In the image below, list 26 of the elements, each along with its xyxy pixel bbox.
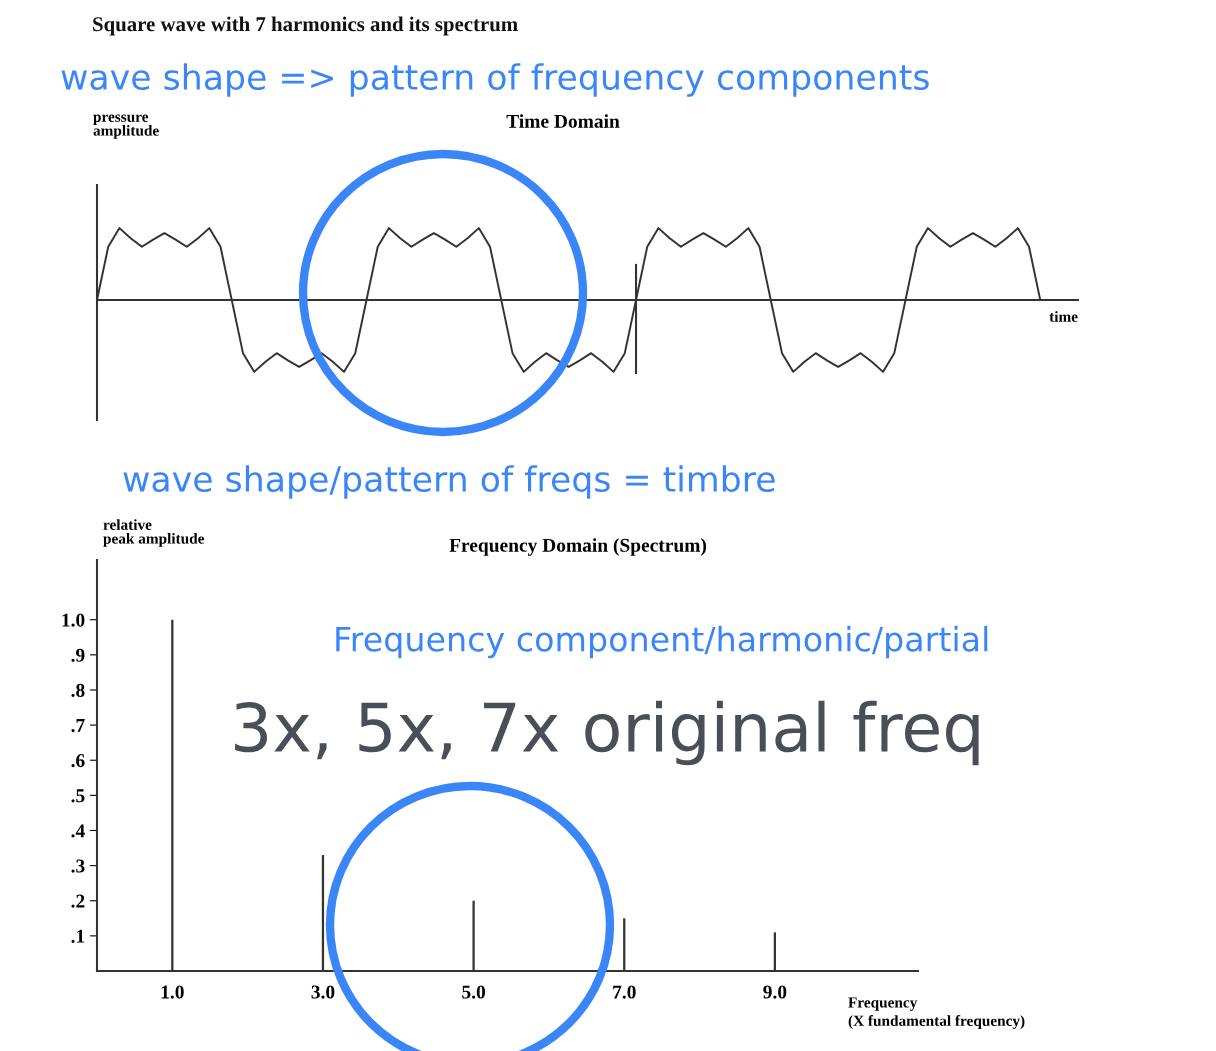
- y-tick-label: .6: [71, 754, 85, 768]
- chart-title: Frequency Domain (Spectrum): [449, 538, 707, 556]
- y-tick-label: .3: [71, 859, 85, 873]
- x-tick-label: 5.0: [462, 985, 486, 999]
- x-tick-label: 1.0: [161, 985, 184, 999]
- text: wave shape => pattern of frequency components: [61, 63, 929, 97]
- y-axis-title: pressure amplitude: [93, 114, 159, 139]
- y-tick-label: .2: [71, 894, 85, 908]
- x-axis-title: time: [1049, 311, 1078, 322]
- y-tick-label: .8: [71, 683, 85, 697]
- y-axis-title: relative peak amplitude: [103, 519, 205, 547]
- annotation: Frequency component/harmonic/partial: [336, 625, 988, 659]
- x-tick-label: 9.0: [763, 985, 787, 999]
- annotation: 3x, 5x, 7x original freq: [235, 700, 979, 766]
- x-tick-label: 3.0: [311, 985, 335, 999]
- text: Square wave with 7 harmonics and its spectrum: [93, 16, 518, 36]
- text: wave shape/pattern of freqs = timbre: [123, 465, 775, 499]
- y-tick-label: .5: [71, 789, 85, 803]
- y-tick-label: 1.0: [62, 613, 85, 627]
- y-tick-label: .4: [71, 824, 85, 838]
- y-tick-label: .1: [71, 929, 85, 943]
- x-axis-title: Frequency (X fundamental frequency): [848, 997, 1025, 1030]
- chart-title: Time Domain: [506, 114, 620, 128]
- x-tick-label: 7.0: [613, 985, 636, 999]
- y-tick-label: .7: [71, 719, 85, 733]
- y-tick-label: .9: [71, 648, 85, 662]
